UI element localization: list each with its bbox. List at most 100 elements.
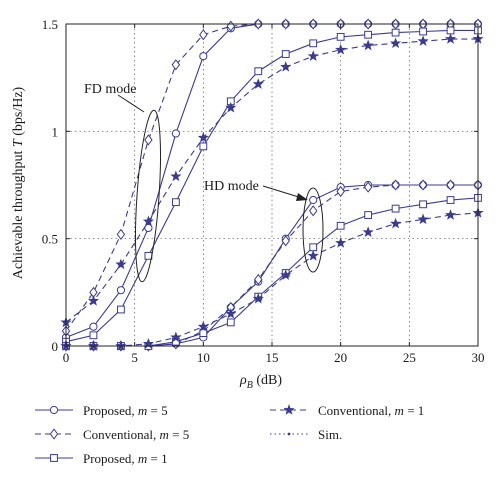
x-tick-label: 5 bbox=[131, 350, 138, 365]
data-point-star bbox=[444, 33, 457, 44]
data-point-star bbox=[444, 209, 457, 220]
data-point-square bbox=[254, 67, 263, 76]
data-point-star bbox=[142, 215, 154, 227]
data-point-circle bbox=[49, 405, 59, 415]
data-point-square bbox=[391, 204, 400, 213]
data-point-square bbox=[309, 39, 318, 48]
data-point-star bbox=[362, 226, 374, 237]
data-point-square bbox=[336, 221, 345, 230]
data-point-star bbox=[307, 50, 319, 61]
data-point-diamond bbox=[446, 179, 455, 191]
legend-label-text: Proposed, bbox=[83, 451, 138, 466]
hd-mode-ellipse bbox=[302, 187, 324, 273]
data-point-star bbox=[225, 101, 237, 113]
data-point-diamond bbox=[308, 205, 318, 217]
data-point-square bbox=[50, 454, 58, 462]
data-point-star bbox=[390, 217, 402, 229]
data-point-square bbox=[419, 27, 427, 36]
legend-label-var: m bbox=[160, 427, 169, 442]
data-point-diamond bbox=[336, 185, 345, 198]
legend-entry-1: Conventional, m = 5 bbox=[35, 427, 189, 442]
legend-label: Proposed, m = 1 bbox=[83, 451, 168, 466]
data-point-diamond bbox=[281, 235, 290, 247]
data-point-star bbox=[335, 43, 347, 55]
data-point-square bbox=[281, 50, 290, 58]
series-0 bbox=[61, 19, 483, 342]
axes-layer: 0 5 10 15 20 25 30 0 0.5 1 1.5 bbox=[42, 17, 485, 365]
hd-mode-pointer bbox=[262, 185, 303, 199]
data-point-diamond bbox=[418, 179, 428, 191]
legend-label-var: m bbox=[138, 403, 147, 418]
series-line bbox=[66, 212, 479, 347]
data-point-star bbox=[252, 78, 264, 89]
legend-entry-4: Sim. bbox=[270, 427, 342, 442]
y-axis-title: Achievable throughput T (bps/Hz) bbox=[11, 86, 26, 279]
data-point-square bbox=[89, 331, 98, 340]
legend-label: Conventional, m = 5 bbox=[83, 427, 189, 442]
legend-label-text: Conventional, bbox=[83, 427, 160, 442]
data-point-square bbox=[309, 243, 318, 252]
data-point-square bbox=[144, 251, 153, 260]
legend-label-var: m bbox=[395, 403, 404, 418]
data-point-star bbox=[87, 295, 100, 306]
data-point-square bbox=[199, 329, 208, 338]
hd-mode-label: HD mode bbox=[204, 179, 259, 194]
series-line bbox=[65, 38, 478, 323]
y-axis-text: Achievable throughput bbox=[11, 147, 26, 279]
data-point-dot bbox=[287, 432, 291, 436]
data-point-circle bbox=[309, 195, 318, 205]
x-axis-subscript: B bbox=[247, 380, 253, 391]
hd-mode-arrowhead bbox=[296, 193, 308, 201]
data-point-diamond bbox=[391, 179, 400, 191]
data-point-star bbox=[390, 37, 402, 49]
data-point-diamond bbox=[363, 181, 373, 193]
series-7 bbox=[60, 207, 484, 351]
data-point-circle bbox=[199, 52, 208, 61]
data-point-star bbox=[115, 258, 127, 270]
data-point-star bbox=[170, 170, 182, 182]
data-point-circle bbox=[171, 129, 180, 138]
data-point-diamond bbox=[116, 228, 126, 241]
data-point-star bbox=[252, 292, 264, 304]
legend-label-text: Proposed, bbox=[83, 403, 138, 418]
series-layer bbox=[60, 18, 484, 352]
y-tick-label: 1 bbox=[52, 124, 59, 139]
annotation-layer: FD mode HD mode bbox=[84, 82, 324, 283]
data-point-diamond bbox=[254, 273, 263, 286]
x-axis-symbol: ρ bbox=[239, 373, 247, 388]
fd-mode-pointer bbox=[117, 94, 145, 113]
data-point-star bbox=[197, 131, 209, 143]
data-point-square bbox=[446, 196, 455, 204]
x-axis-unit: (dB) bbox=[253, 373, 283, 388]
x-tick-label: 30 bbox=[472, 350, 485, 365]
data-point-star bbox=[280, 61, 292, 72]
data-point-star bbox=[283, 404, 295, 415]
data-point-square bbox=[199, 142, 208, 151]
data-point-square bbox=[391, 28, 400, 37]
data-point-square bbox=[446, 26, 455, 35]
data-point-square bbox=[226, 318, 235, 327]
legend-label-var: m bbox=[138, 451, 147, 466]
series-line bbox=[65, 29, 478, 343]
data-point-circle bbox=[89, 322, 98, 331]
data-point-star bbox=[280, 269, 292, 280]
data-point-square bbox=[364, 211, 373, 219]
legend-entry-2: Proposed, m = 1 bbox=[35, 451, 168, 466]
x-tick-label: 20 bbox=[334, 350, 347, 365]
fd-mode-label: FD mode bbox=[84, 82, 137, 97]
data-point-square bbox=[364, 30, 373, 39]
y-axis-unit: (bps/Hz) bbox=[11, 86, 26, 139]
legend-label: Conventional, m = 1 bbox=[318, 403, 424, 418]
legend-label: Proposed, m = 5 bbox=[83, 403, 168, 418]
legend-label-value: = 5 bbox=[169, 427, 189, 442]
legend-entry-3: Conventional, m = 1 bbox=[270, 403, 424, 418]
fd-mode-ellipse bbox=[134, 109, 162, 283]
data-point-star bbox=[362, 39, 374, 51]
legend-label-value: = 1 bbox=[147, 451, 167, 466]
legend-entry-0: Proposed, m = 5 bbox=[35, 403, 168, 418]
x-tick-label: 15 bbox=[266, 350, 279, 365]
x-tick-label: 10 bbox=[197, 350, 210, 365]
data-point-diamond bbox=[49, 428, 59, 440]
